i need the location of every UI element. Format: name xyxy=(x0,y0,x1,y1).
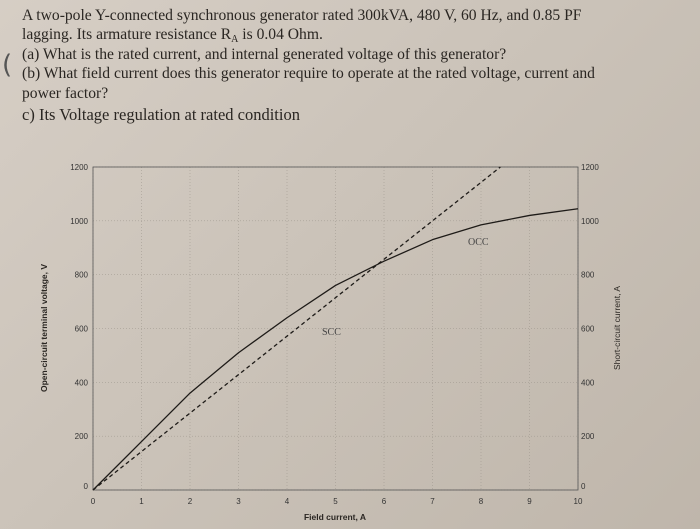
y-tick-label: 200 xyxy=(75,432,89,441)
problem-line-1: A two-pole Y-connected synchronous gener… xyxy=(22,7,582,24)
occ-label: OCC xyxy=(468,237,489,248)
x-axis-label: Field current, A xyxy=(304,512,366,522)
y-tick-label: 800 xyxy=(75,271,89,280)
question-b: (b) What field current does this generat… xyxy=(22,65,595,83)
problem-statement: A two-pole Y-connected synchronous gener… xyxy=(22,6,692,124)
y2-tick-label: 400 xyxy=(581,378,595,387)
series-occ-line xyxy=(92,208,579,491)
y2-axis-label: Short-circuit current, A xyxy=(612,286,622,370)
subscript: A xyxy=(231,34,239,46)
y2-tick-label: 1200 xyxy=(581,163,599,172)
y-tick-label: 400 xyxy=(75,378,89,387)
x-tick-label: 7 xyxy=(430,497,435,506)
y-tick-label: 600 xyxy=(75,325,89,334)
y-tick-label: 1000 xyxy=(70,217,88,226)
y2-tick-label: 600 xyxy=(581,325,595,334)
x-tick-label: 4 xyxy=(285,497,290,506)
x-tick-label: 9 xyxy=(527,497,532,506)
x-tick-label: 6 xyxy=(382,497,387,506)
y2-tick-label: 800 xyxy=(581,271,595,280)
y2-tick-label: 200 xyxy=(581,432,595,441)
x-tick-label: 0 xyxy=(91,497,96,506)
x-tick-label: 1 xyxy=(139,497,144,506)
question-a: (a) What is the rated current, and inter… xyxy=(22,45,507,63)
x-tick-label: 8 xyxy=(479,497,484,506)
series-scc-line xyxy=(92,166,501,491)
y-axis-label: Open-circuit terminal voltage, V xyxy=(39,264,49,392)
y2-tick-label: 0 xyxy=(581,482,586,491)
problem-line-2: lagging. Its armature resistance RA is 0… xyxy=(22,25,692,46)
y2-tick-label: 1000 xyxy=(581,217,599,226)
x-tick-label: 3 xyxy=(236,497,241,506)
problem-line-2-text: lagging. Its armature resistance R xyxy=(22,26,232,44)
problem-line-2-tail: is 0.04 Ohm. xyxy=(238,26,323,44)
plot-frame xyxy=(92,166,579,491)
question-c: c) Its Voltage regulation at rated condi… xyxy=(22,105,300,125)
x-tick-label: 2 xyxy=(188,497,193,506)
y-tick-label: 1200 xyxy=(70,163,88,172)
scc-label: SCC xyxy=(322,327,341,338)
x-tick-label: 5 xyxy=(333,497,338,506)
y-tick-label: 0 xyxy=(84,482,89,491)
handwritten-bracket-mark: ( xyxy=(2,50,13,80)
question-b-cont: power factor? xyxy=(22,84,109,102)
x-tick-label: 10 xyxy=(574,497,583,506)
